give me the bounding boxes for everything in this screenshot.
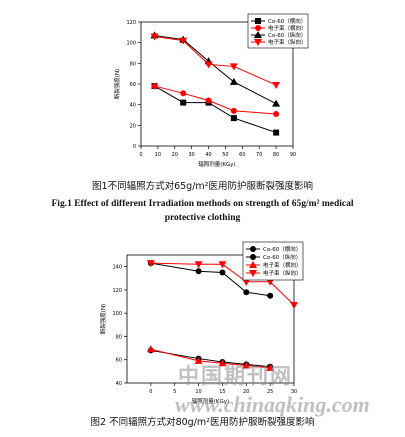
chart1-y-tick-label: 60 — [130, 82, 136, 88]
chart1-x-tick-label: 70 — [256, 152, 262, 158]
chart1-x-tick-label: 20 — [172, 152, 178, 158]
chart2-x-axis-label: 辐照剂量(KGy) — [192, 397, 229, 405]
chart2-legend-marker — [250, 254, 256, 260]
chart1-legend-label: Co-60（纵向） — [268, 31, 306, 39]
chart1-series-0-point — [273, 129, 280, 136]
chart1-legend-label: Co-60（横向） — [268, 17, 306, 25]
figure-1-caption-en: Fig.1 Effect of different Irradiation me… — [51, 199, 354, 223]
chart2-series-3-point — [290, 302, 298, 310]
chart1-series-3-point — [150, 33, 159, 41]
chart2-legend-label: 电子束（纵向） — [263, 269, 302, 277]
chart1-series-2-point — [229, 77, 238, 85]
watermark-url: www.chinaqking.com — [175, 392, 370, 417]
chart1-x-tick-label: 90 — [290, 152, 296, 158]
chart2-series-2-point — [242, 361, 251, 369]
chart1-x-tick-label: 30 — [188, 152, 194, 158]
chart1-y-tick-label: 0 — [133, 144, 136, 150]
chart1-series-3-point — [272, 82, 281, 90]
chart2-series-1-point — [267, 292, 274, 299]
chart2-legend-label: Co-60（横向） — [263, 245, 301, 253]
chart2-legend-marker — [249, 270, 257, 277]
chart2-y-tick-label: 80 — [116, 334, 122, 340]
chart1-y-tick-label: 120 — [126, 20, 136, 26]
chart2-y-tick-label: 60 — [116, 358, 122, 364]
chart1-y-tick-label: 40 — [130, 103, 136, 109]
figure-1-caption: 图1不同辐照方式对65g/m²医用防护服断裂强度影响 — [92, 181, 313, 192]
chart1-legend-marker — [254, 31, 262, 38]
chart1-y-tick-label: 100 — [126, 41, 136, 47]
chart1-legend-label: 电子束（横向） — [268, 24, 307, 32]
chart2-legend-label: 电子束（横向） — [263, 261, 302, 269]
chart2-x-tick-label: 0 — [149, 389, 152, 395]
chart1-series-0-point — [180, 99, 187, 106]
chart1-series-3-point — [229, 63, 238, 71]
chart1-legend-marker — [255, 18, 261, 24]
chart2-series-3-point — [266, 278, 275, 286]
chart2-series-line-3 — [150, 262, 295, 306]
chart2-series-3-point — [242, 278, 251, 286]
chart1-series-1-point — [151, 83, 158, 90]
chart1-x-tick-label: 40 — [205, 152, 211, 158]
chart2-series-2-point — [218, 359, 227, 367]
chart1-x-tick-label: 50 — [222, 152, 228, 158]
chart1-series-1-point — [205, 97, 212, 104]
chart2-y-tick-label: 100 — [112, 311, 122, 317]
chart1-series-3-point — [204, 61, 213, 69]
chart2-series-2-point — [146, 345, 155, 353]
chart2-legend-marker — [249, 261, 257, 268]
chart2-legend-label: Co-60（纵向） — [263, 253, 301, 261]
figure-2-caption: 图2 不同辐照方式对80g/m²医用防护服断裂强度影响 — [90, 417, 315, 428]
chart1-x-tick-label: 60 — [239, 152, 245, 158]
chart2-y-axis-label: 断裂强度(N) — [99, 304, 107, 334]
chart2-y-tick-label: 140 — [112, 265, 122, 271]
chart2-x-tick-label: 30 — [291, 389, 297, 395]
chart2-x-tick-label: 5 — [173, 389, 176, 395]
chart2-legend-marker — [250, 246, 256, 252]
chart1-series-2-point — [272, 99, 281, 107]
chart2-series-1-point — [195, 268, 202, 275]
chart2-series-2-point — [194, 356, 203, 364]
chart1-x-tick-label: 0 — [139, 152, 142, 158]
chart1-y-tick-label: 80 — [130, 61, 136, 67]
chart1-legend-marker — [254, 39, 262, 46]
chart2-series-2-point — [266, 363, 275, 371]
chart1-x-tick-label: 80 — [273, 152, 279, 158]
chart2-series-3-point — [218, 261, 227, 269]
chart1-x-axis-label: 辐照剂量(KGy) — [198, 160, 235, 168]
chart1-series-0-point — [230, 115, 237, 122]
chart2-series-3-point — [146, 260, 155, 268]
chart2-series-1-point — [219, 269, 226, 276]
chart2-x-tick-label: 15 — [219, 389, 225, 395]
chart1-x-tick-label: 10 — [155, 152, 161, 158]
chart1-series-1-point — [180, 90, 187, 97]
chart2-y-tick-label: 120 — [112, 288, 122, 294]
chart1-y-tick-label: 20 — [130, 123, 136, 129]
chart2-series-3-point — [194, 261, 203, 269]
chart2-x-tick-label: 20 — [243, 389, 249, 395]
chart1-series-1-point — [273, 110, 280, 117]
chart2-series-1-point — [243, 289, 250, 296]
chart2-x-tick-label: 10 — [195, 389, 201, 395]
chart1-legend-marker — [255, 25, 261, 31]
chart-1: 0 10 20 30 40 50 60 70 80 90 0 20 40 60 80 100 120 辐照剂量(K… — [113, 13, 309, 168]
chart1-series-3-point — [179, 37, 188, 45]
chart2-plot-frame — [126, 254, 295, 384]
chart2-x-tick-label: 25 — [267, 389, 273, 395]
chart1-series-1-point — [230, 107, 237, 114]
chart2-y-tick-label: 40 — [116, 381, 122, 387]
watermark-cn: 中国期刊网 — [178, 364, 293, 388]
chart1-y-axis-label: 断裂强度(N) — [113, 69, 121, 99]
chart1-legend-label: 电子束（纵向） — [268, 38, 307, 46]
